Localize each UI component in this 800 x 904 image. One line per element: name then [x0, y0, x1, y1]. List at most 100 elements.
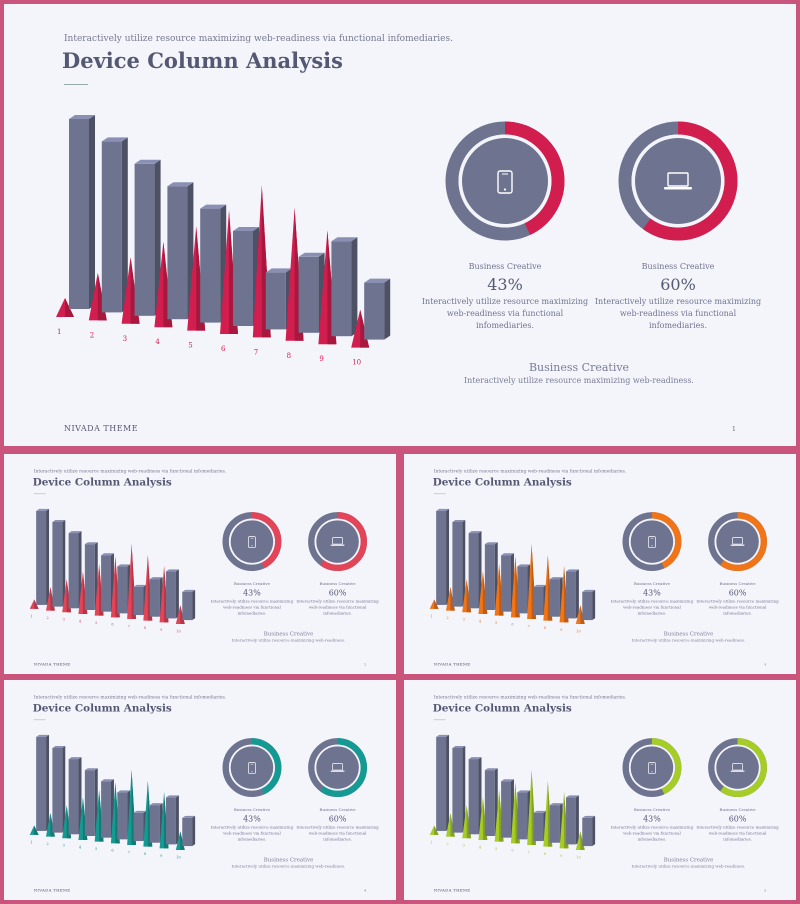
- bar-top-6: [233, 227, 259, 231]
- spike-shade-8: [294, 207, 304, 341]
- donut-2-caption: Business Creative 60% Interactively util…: [295, 582, 379, 617]
- laptop-icon: [730, 763, 745, 772]
- phone-icon: [648, 762, 656, 774]
- tick-label-10: 10: [176, 855, 180, 859]
- donut-1: [445, 121, 565, 245]
- tick-label-10: 10: [352, 359, 361, 367]
- bar-top-7: [133, 584, 147, 587]
- slide-thumbnail-3[interactable]: Interactively utilize resource maximizin…: [4, 680, 396, 900]
- spike-shade-3: [466, 805, 472, 839]
- tick-label-9: 9: [160, 628, 162, 632]
- tick-label-10: 10: [176, 629, 180, 633]
- bar-6: [117, 792, 128, 840]
- spike-shade-7: [531, 543, 537, 619]
- column-chart: 1 2 3 4 5 6 7 8 9 10: [56, 115, 391, 367]
- bar-top-3: [68, 757, 82, 760]
- tick-label-3: 3: [463, 844, 465, 848]
- bar-top-3: [468, 757, 482, 760]
- donut-2: [708, 512, 768, 573]
- donut-2-ring: [708, 512, 768, 572]
- bar-side-2: [121, 137, 128, 313]
- bar-top-9: [331, 237, 358, 242]
- bar-top-9: [566, 795, 579, 798]
- bar-top-7: [265, 268, 292, 273]
- slide-thumbnail-1[interactable]: Interactively utilize resource maximizin…: [4, 454, 396, 674]
- tick-label-1: 1: [430, 614, 432, 618]
- donut-1-description: Interactively utilize resource maximizin…: [421, 297, 589, 330]
- bar-6: [233, 231, 253, 326]
- donut-2-label: Business Creative: [719, 807, 756, 813]
- bottom-description: Interactively utilize resource maximizin…: [631, 638, 746, 643]
- bar-7: [133, 812, 144, 842]
- footer-brand: NIVADA THEME: [433, 887, 471, 893]
- tick-label-2: 2: [46, 842, 48, 846]
- bar-top-3: [68, 531, 82, 534]
- donut-2-ring: [708, 738, 768, 798]
- bar-top-7: [133, 810, 147, 813]
- bar-top-9: [566, 569, 579, 572]
- tick-label-1: 1: [430, 840, 432, 844]
- spike-shade-2: [97, 272, 107, 321]
- bar-2: [452, 521, 463, 607]
- tick-label-4: 4: [155, 338, 160, 346]
- slide-thumbnail-2[interactable]: Interactively utilize resource maximizin…: [404, 454, 796, 674]
- bar-top-1: [36, 508, 50, 511]
- donut-1-ring: [622, 512, 682, 572]
- title-rule: [64, 84, 88, 85]
- bar-top-7: [533, 584, 547, 587]
- bar-side-3: [478, 757, 482, 835]
- bar-6: [517, 792, 528, 840]
- tick-label-3: 3: [463, 618, 465, 622]
- phone-icon: [248, 762, 256, 774]
- slide-thumbnail-4[interactable]: Interactively utilize resource maximizin…: [404, 680, 796, 900]
- bar-top-5: [501, 553, 514, 556]
- donut-2: [308, 512, 368, 573]
- donut-1-percent: 43%: [487, 275, 523, 294]
- bar-top-9: [166, 569, 179, 572]
- bottom-title: Business Creative: [263, 856, 314, 864]
- tick-label-5: 5: [188, 342, 192, 350]
- bar-top-6: [117, 564, 131, 567]
- bar-2: [452, 747, 463, 833]
- spike-shade-3: [66, 805, 72, 839]
- bar-5: [501, 555, 511, 612]
- bar-top-6: [117, 790, 131, 793]
- bar-side-3: [78, 757, 82, 835]
- donut-2-ring: [308, 512, 368, 572]
- tick-label-5: 5: [95, 847, 97, 851]
- laptop-icon: [664, 172, 692, 190]
- donut-1-description: Interactively utilize resource maximizin…: [610, 599, 694, 616]
- donut-1-caption: Business Creative 43% Interactively util…: [210, 808, 294, 843]
- tick-label-9: 9: [560, 628, 562, 632]
- bottom-caption: Business Creative Interactively utilize …: [424, 361, 734, 385]
- donut-1-ring: [222, 738, 282, 798]
- donut-2-caption: Business Creative 60% Interactively util…: [593, 262, 763, 332]
- laptop-screen: [667, 172, 689, 187]
- spike-shade-4: [482, 571, 488, 614]
- donut-1-percent: 43%: [243, 814, 261, 824]
- bar-7: [533, 812, 544, 842]
- tick-label-7: 7: [528, 850, 530, 854]
- bar-top-1: [69, 115, 95, 119]
- spike-shade-2: [450, 813, 455, 837]
- laptop-screen: [732, 537, 743, 545]
- bar-2: [101, 141, 122, 313]
- donut-1-ring: [445, 121, 565, 241]
- spike-shade-1: [434, 599, 439, 609]
- spike-shade-10: [580, 605, 585, 625]
- slide-subtitle: Interactively utilize resource maximizin…: [64, 34, 453, 44]
- tick-label-6: 6: [111, 623, 113, 627]
- tick-label-9: 9: [560, 854, 562, 858]
- bar-2: [52, 521, 63, 607]
- donut-value-arc: [618, 121, 738, 241]
- donut-2-label: Business Creative: [719, 581, 756, 587]
- bar-top-4: [484, 768, 498, 771]
- slide-title: Device Column Analysis: [432, 475, 572, 489]
- bar-side-3: [154, 159, 161, 316]
- bar-1: [36, 736, 47, 831]
- bar-top-8: [149, 803, 163, 806]
- bar-top-5: [101, 779, 114, 782]
- bar-top-6: [517, 790, 531, 793]
- bar-side-10: [192, 589, 196, 621]
- bar-top-4: [84, 768, 98, 771]
